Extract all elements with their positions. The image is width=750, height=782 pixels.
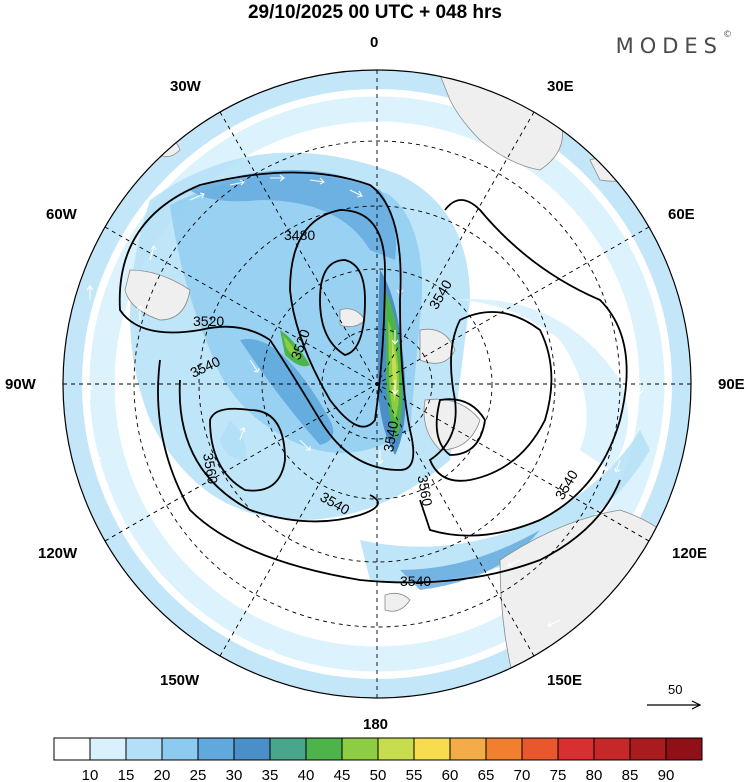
colorbar-swatch — [89, 737, 127, 761]
chart-title: 29/10/2025 00 UTC + 048 hrs — [247, 2, 503, 23]
colorbar-swatch — [485, 737, 523, 761]
brand-logo: MODES© — [615, 30, 732, 58]
colorbar-swatch — [521, 737, 559, 761]
colorbar-swatch — [269, 737, 307, 761]
contour-label: 3520 — [193, 313, 224, 329]
map-content: 3480 3520 3540 3520 3540 3560 3540 3540 … — [63, 70, 691, 698]
lon-label-90w: 90W — [5, 376, 36, 393]
colorbar-tick-label: 80 — [586, 767, 603, 782]
map-boundary — [62, 69, 692, 699]
colorbar-swatch — [53, 737, 91, 761]
colorbar-swatch — [197, 737, 235, 761]
contour-label-group: 3480 3520 3540 3520 3540 3560 3540 3540 … — [188, 227, 582, 589]
vector-reference-label: 50 — [668, 682, 682, 697]
colorbar-tick-label: 90 — [658, 767, 675, 782]
colorbar-tick-label: 55 — [406, 767, 423, 782]
lon-label-120w: 120W — [38, 545, 78, 562]
colorbar-tick-label: 75 — [550, 767, 567, 782]
lon-label-120e: 120E — [672, 545, 708, 562]
colorbar-tick-label: 85 — [622, 767, 639, 782]
colorbar-tick-label: 70 — [514, 767, 531, 782]
lon-label-60e: 60E — [668, 206, 695, 223]
colorbar-tick-label: 35 — [262, 767, 279, 782]
colorbar-swatch — [125, 737, 163, 761]
height-contours — [118, 171, 628, 584]
lon-label-90e: 90E — [718, 376, 745, 393]
wind-vectors — [86, 174, 644, 655]
colorbar-swatch — [593, 737, 631, 761]
colorbar-swatch — [557, 737, 595, 761]
colorbar-tick-label: 50 — [370, 767, 387, 782]
lon-label-150w: 150W — [160, 672, 200, 689]
lon-label-0: 0 — [370, 34, 379, 51]
lon-label-60w: 60W — [46, 206, 77, 223]
colorbar-swatch — [449, 737, 487, 761]
colorbar-swatch — [341, 737, 379, 761]
contour-label: 3560 — [200, 452, 221, 486]
colorbar-tick-label: 25 — [190, 767, 207, 782]
lon-label-150e: 150E — [547, 672, 583, 689]
graticule — [63, 70, 691, 698]
colorbar-tick-label: 65 — [478, 767, 495, 782]
colorbar-tick-label: 10 — [82, 767, 99, 782]
colorbar: 10 15 20 25 30 35 40 45 50 55 60 65 70 75 80 85 90 — [53, 737, 703, 782]
colorbar-swatch — [665, 737, 703, 761]
colorbar-tick-label: 15 — [118, 767, 135, 782]
contour-label: 3480 — [284, 227, 315, 243]
colorbar-tick-label: 60 — [442, 767, 459, 782]
lon-label-30e: 30E — [547, 78, 574, 95]
colorbar-swatch — [377, 737, 415, 761]
colorbar-swatch — [161, 737, 199, 761]
colorbar-swatch — [413, 737, 451, 761]
lon-label-180: 180 — [363, 716, 389, 733]
colorbar-tick-label: 40 — [298, 767, 315, 782]
colorbar-swatch — [629, 737, 667, 761]
colorbar-swatch — [233, 737, 271, 761]
lon-label-30w: 30W — [170, 78, 201, 95]
contour-label: 3560 — [415, 474, 436, 508]
colorbar-tick-label: 30 — [226, 767, 243, 782]
colorbar-tick-label: 20 — [154, 767, 171, 782]
contour-label: 3540 — [400, 573, 431, 589]
colorbar-swatch — [305, 737, 343, 761]
colorbar-tick-label: 45 — [334, 767, 351, 782]
vector-reference-arrow — [647, 700, 702, 710]
contour-label: 3540 — [380, 420, 401, 454]
